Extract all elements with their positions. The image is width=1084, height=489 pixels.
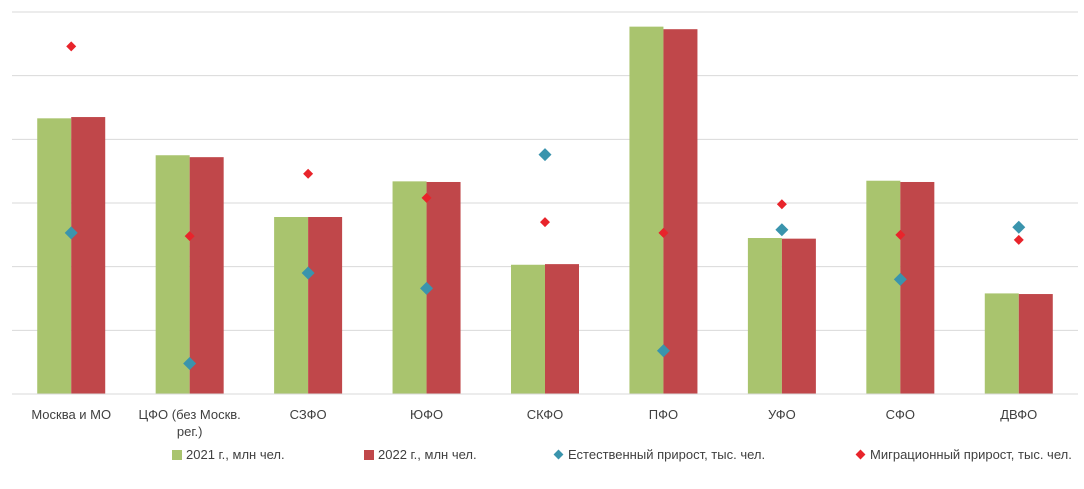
- bar-2022: [71, 117, 106, 395]
- natural-growth-marker: [656, 344, 670, 358]
- migration-growth-marker: [776, 199, 787, 210]
- natural-growth-marker: [1012, 220, 1026, 234]
- migration-growth-marker: [895, 229, 906, 240]
- natural-growth-marker: [64, 226, 78, 240]
- migration-growth-marker: [184, 231, 195, 242]
- bar-2021: [155, 155, 190, 394]
- legend-swatch-2021: [172, 449, 182, 460]
- bar-2021: [984, 293, 1019, 394]
- natural-growth-marker: [301, 266, 315, 280]
- legend-item-migration-growth: Миграционный прирост, тыс. чел.: [854, 447, 1072, 462]
- legend-label-2022: 2022 г., млн чел.: [378, 447, 477, 462]
- x-tick-label: СКФО: [527, 407, 564, 422]
- legend-marker-migration-growth: [855, 449, 866, 460]
- bar-2022: [308, 217, 343, 394]
- migration-growth-marker: [66, 41, 77, 52]
- migration-growth-marker: [658, 227, 669, 238]
- bar-2021: [629, 26, 664, 394]
- bar-2022: [189, 157, 224, 394]
- x-tick-label: СЗФО: [290, 407, 327, 422]
- migration-growth-marker: [540, 217, 550, 228]
- x-tick-label: ПФО: [649, 407, 678, 422]
- markers: [64, 41, 1026, 370]
- natural-growth-marker: [183, 356, 197, 370]
- migration-growth-marker: [303, 168, 314, 179]
- migration-growth-marker: [421, 192, 432, 203]
- legend-label-natural-growth: Естественный прирост, тыс. чел.: [568, 447, 766, 462]
- legend-label-2021: 2021 г., млн чел.: [186, 447, 285, 462]
- bars: [37, 26, 1053, 395]
- bar-2021: [37, 118, 72, 394]
- natural-growth-marker: [775, 223, 789, 237]
- legend-item-2021: 2021 г., млн чел.: [172, 447, 285, 462]
- natural-growth-marker: [893, 272, 907, 286]
- x-tick-label: УФО: [768, 407, 796, 422]
- legend-item-natural-growth: Естественный прирост, тыс. чел.: [552, 447, 765, 462]
- natural-growth-marker: [538, 148, 552, 162]
- x-tick-label: ДВФО: [1000, 407, 1037, 422]
- x-tick-label: Москва и МО: [31, 407, 111, 422]
- chart: Москва и МО ЦФО (без Москв. рег.) СЗФО ЮФО СК…: [12, 11, 1078, 439]
- migration-growth-marker: [1013, 234, 1024, 245]
- natural-growth-marker: [420, 281, 434, 295]
- bar-2021: [866, 180, 901, 394]
- legend-swatch-2022: [364, 449, 374, 460]
- bar-2021: [274, 217, 309, 394]
- bar-2022: [900, 181, 935, 394]
- legend-item-2022: 2022 г., млн чел.: [364, 447, 477, 462]
- bar-2021: [511, 264, 545, 394]
- x-tick-label: ЦФО (без Москв. рег.): [139, 407, 241, 439]
- x-tick-label: ЮФО: [410, 407, 443, 422]
- bar-2022: [545, 264, 579, 394]
- bar-2022: [1018, 294, 1053, 394]
- x-tick-labels: Москва и МО ЦФО (без Москв. рег.) СЗФО ЮФО СК…: [31, 407, 1037, 439]
- legend: 2021 г., млн чел. 2022 г., млн чел. Есте…: [172, 447, 1077, 467]
- bar-2021: [747, 238, 782, 394]
- bar-2022: [663, 29, 698, 394]
- x-tick-label: СФО: [886, 407, 915, 422]
- legend-marker-natural-growth: [553, 449, 564, 460]
- legend-label-migration-growth: Миграционный прирост, тыс. чел.: [870, 447, 1072, 462]
- bar-2022: [781, 238, 816, 394]
